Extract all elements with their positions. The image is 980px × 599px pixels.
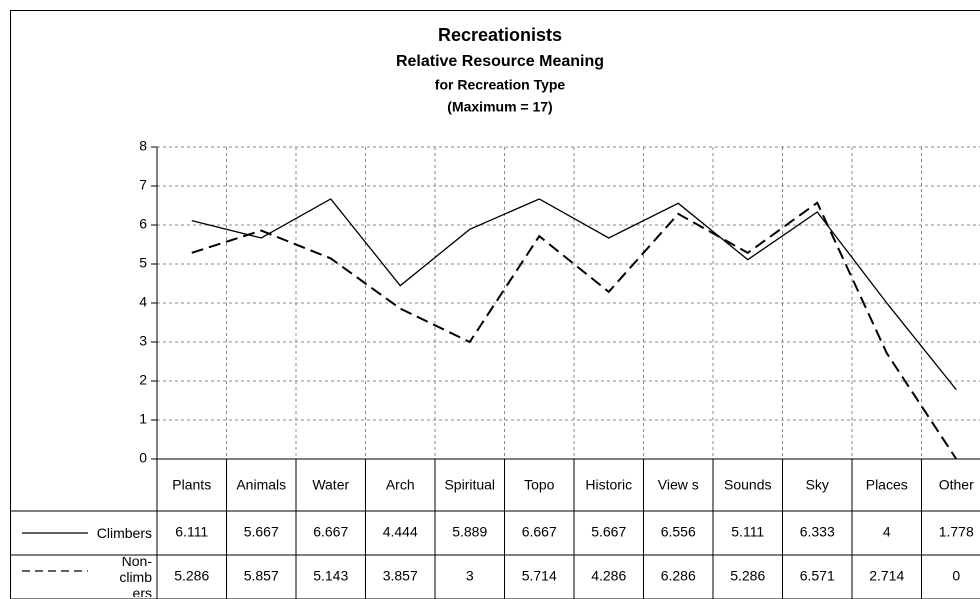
data-label: 5.889 [452,524,487,540]
chart-subtitle: for Recreation Type [435,77,566,93]
y-tick-label: 4 [139,294,147,310]
data-label: 4.286 [591,568,626,584]
x-tick-label: Sky [806,477,829,493]
y-tick-label: 6 [139,216,147,232]
data-label: 3.857 [383,568,418,584]
x-tick-label: Spiritual [444,477,495,493]
data-label: 5.667 [591,524,626,540]
line [191,198,957,391]
x-tick-label: Places [866,477,908,493]
chart-subtitle: (Maximum = 17) [447,99,552,115]
data-label: 0 [952,568,960,584]
y-tick-label: 0 [139,450,147,466]
data-label: 2.714 [869,568,904,584]
legend-entry: Non-​climbers [119,557,152,597]
data-label: 6.667 [313,524,348,540]
legend-label: Non-​climbers [119,557,152,597]
legend-entry: Climbers [96,525,152,541]
chart-frame [10,10,980,599]
data-label: 5.143 [313,568,348,584]
data-label: 6.333 [800,524,835,540]
chart-subtitle: Relative Resource Meaning [396,53,604,70]
data-label: 4 [883,524,891,540]
x-tick-label: Animals [236,477,286,493]
line [191,201,958,460]
x-tick-label: Sounds [724,477,771,493]
data-label: 6.111 [175,524,208,540]
y-tick-label: 1 [139,411,147,427]
x-tick-label: Historic [585,477,632,493]
y-tick-label: 2 [139,372,147,388]
data-label: 1.778 [939,524,974,540]
data-label: 5.286 [730,568,765,584]
data-label: 6.286 [661,568,696,584]
x-tick-label: Arch [386,477,415,493]
chart-title: Recreationists [438,25,562,45]
data-label: 6.571 [800,568,835,584]
data-label: 6.556 [661,524,696,540]
data-label: 5.714 [522,568,557,584]
data-label: 5.667 [244,524,279,540]
data-label: 5.111 [731,524,764,540]
data-label: 5.286 [174,568,209,584]
x-tick-label: Topo [524,477,555,493]
x-tick-label: Plants [172,477,211,493]
data-label: 5.857 [244,568,279,584]
data-label: 3 [466,568,474,584]
x-tick-label: View s [658,477,699,493]
y-tick-label: 7 [139,177,147,193]
legend-label: Climbers [96,525,152,541]
data-label: 4.444 [383,524,418,540]
data-label: 6.667 [522,524,557,540]
y-tick-label: 8 [139,138,147,154]
x-tick-label: Water [312,477,349,493]
y-tick-label: 3 [139,333,147,349]
y-tick-label: 5 [139,255,147,271]
x-tick-label: Other [939,477,974,493]
